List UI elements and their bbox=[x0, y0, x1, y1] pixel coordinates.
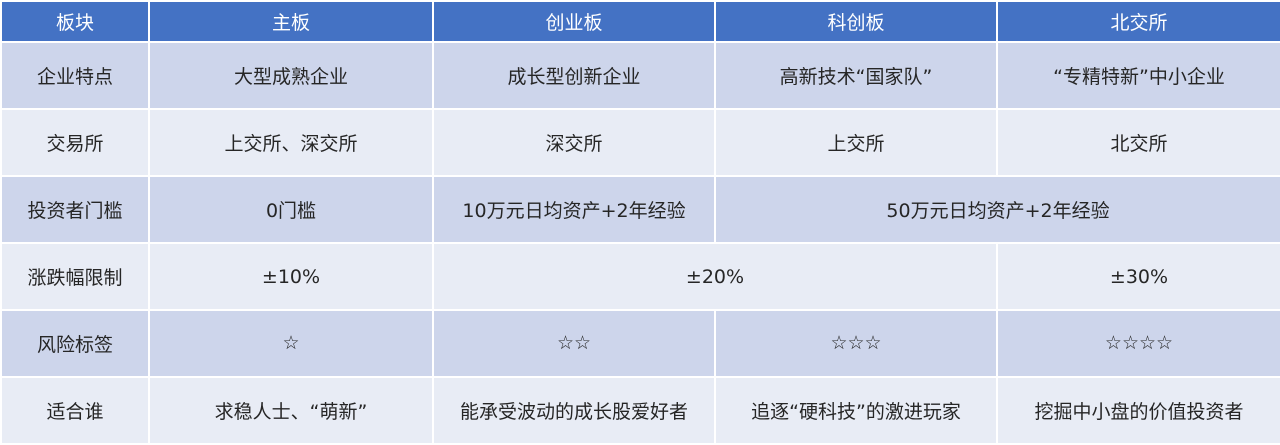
table-row: 投资者门槛 0门槛 10万元日均资产+2年经验 50万元日均资产+2年经验 bbox=[0, 175, 1280, 245]
cell: 深交所 bbox=[432, 108, 716, 178]
cell: 追逐“硬科技”的激进玩家 bbox=[714, 375, 998, 445]
cell: 上交所 bbox=[714, 108, 998, 178]
row-label: 风险标签 bbox=[0, 309, 150, 378]
row-label: 交易所 bbox=[0, 108, 150, 178]
cell: ±30% bbox=[996, 242, 1280, 312]
table-row: 交易所 上交所、深交所 深交所 上交所 北交所 bbox=[0, 108, 1280, 178]
cell: 挖掘中小盘的价值投资者 bbox=[996, 375, 1280, 445]
header-cell: 主板 bbox=[148, 0, 434, 44]
header-cell: 创业板 bbox=[432, 0, 716, 44]
cell: 上交所、深交所 bbox=[148, 108, 434, 178]
header-cell: 北交所 bbox=[996, 0, 1280, 44]
cell: 求稳人士、“萌新” bbox=[148, 375, 434, 445]
cell: ±10% bbox=[148, 242, 434, 312]
row-label: 适合谁 bbox=[0, 375, 150, 445]
merged-cell: ±20% bbox=[432, 242, 998, 312]
cell: 0门槛 bbox=[148, 175, 434, 245]
cell: ☆ bbox=[148, 309, 434, 378]
table-row: 企业特点 大型成熟企业 成长型创新企业 高新技术“国家队” “专精特新”中小企业 bbox=[0, 41, 1280, 111]
table-row: 风险标签 ☆ ☆☆ ☆☆☆ ☆☆☆☆ bbox=[0, 309, 1280, 378]
cell: ☆☆☆ bbox=[714, 309, 998, 378]
cell: ☆☆ bbox=[432, 309, 716, 378]
cell: 大型成熟企业 bbox=[148, 41, 434, 111]
row-label: 投资者门槛 bbox=[0, 175, 150, 245]
merged-cell: 50万元日均资产+2年经验 bbox=[714, 175, 1280, 245]
header-row: 板块 主板 创业板 科创板 北交所 bbox=[0, 0, 1280, 44]
cell: 能承受波动的成长股爱好者 bbox=[432, 375, 716, 445]
cell: 10万元日均资产+2年经验 bbox=[432, 175, 716, 245]
cell: 成长型创新企业 bbox=[432, 41, 716, 111]
cell: “专精特新”中小企业 bbox=[996, 41, 1280, 111]
header-cell: 科创板 bbox=[714, 0, 998, 44]
row-label: 涨跌幅限制 bbox=[0, 242, 150, 312]
table-row: 适合谁 求稳人士、“萌新” 能承受波动的成长股爱好者 追逐“硬科技”的激进玩家 … bbox=[0, 375, 1280, 445]
cell: 高新技术“国家队” bbox=[714, 41, 998, 111]
table-row: 涨跌幅限制 ±10% ±20% ±30% bbox=[0, 242, 1280, 312]
cell: 北交所 bbox=[996, 108, 1280, 178]
header-cell: 板块 bbox=[0, 0, 150, 44]
cell: ☆☆☆☆ bbox=[996, 309, 1280, 378]
row-label: 企业特点 bbox=[0, 41, 150, 111]
